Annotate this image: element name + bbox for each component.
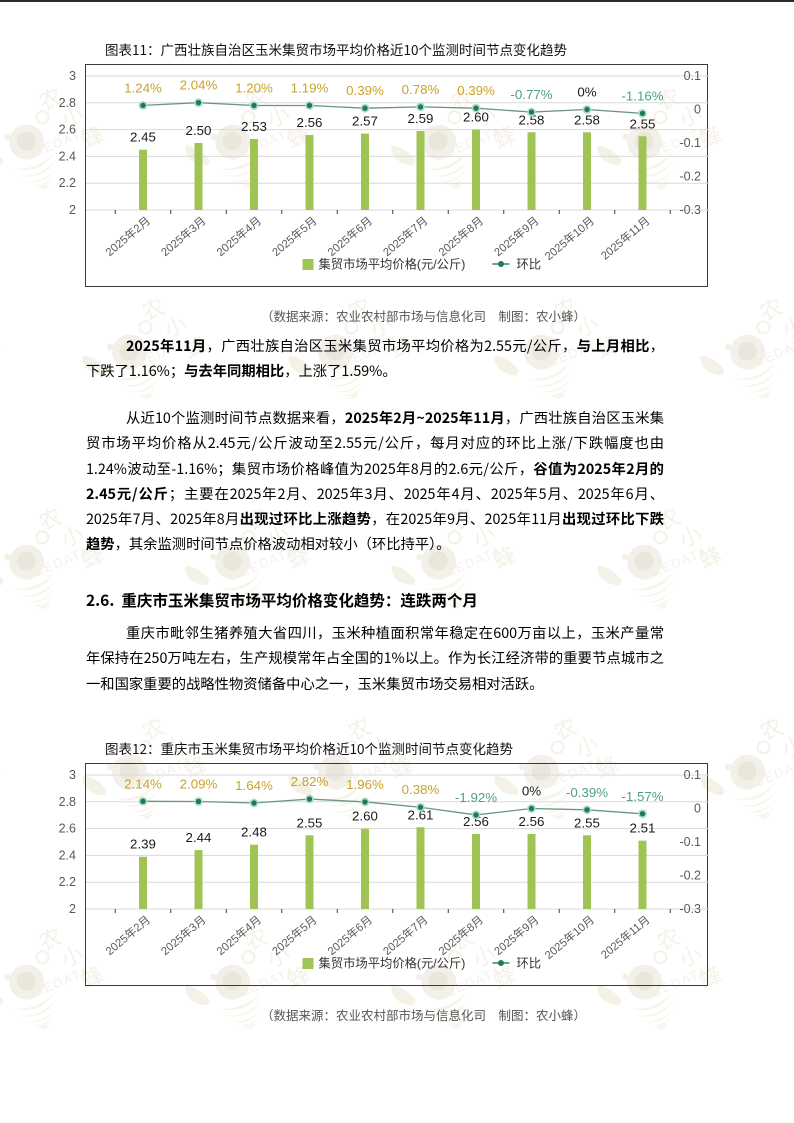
svg-text:2025年5月: 2025年5月: [269, 913, 319, 958]
svg-text:2025年3月: 2025年3月: [158, 214, 208, 259]
svg-text:-1.16%: -1.16%: [621, 88, 663, 103]
svg-text:2025年9月: 2025年9月: [491, 913, 541, 958]
svg-text:-0.3: -0.3: [679, 902, 701, 916]
svg-text:0%: 0%: [522, 784, 541, 799]
svg-text:1.19%: 1.19%: [291, 81, 329, 96]
svg-text:2.4: 2.4: [59, 848, 76, 862]
svg-text:2025年6月: 2025年6月: [325, 214, 375, 259]
svg-text:2.56: 2.56: [297, 115, 323, 130]
svg-text:2025年9月: 2025年9月: [491, 214, 541, 259]
svg-text:0%: 0%: [577, 85, 596, 100]
svg-text:-0.1: -0.1: [679, 136, 701, 150]
svg-text:2.09%: 2.09%: [180, 777, 218, 792]
svg-text:2.53: 2.53: [241, 119, 267, 134]
svg-text:2.39: 2.39: [130, 837, 156, 852]
svg-text:1.24%: 1.24%: [124, 80, 162, 95]
svg-text:0: 0: [694, 103, 701, 117]
svg-text:环比: 环比: [517, 957, 542, 971]
svg-text:2.55: 2.55: [574, 815, 600, 830]
svg-text:2.2: 2.2: [59, 176, 76, 190]
svg-text:2025年7月: 2025年7月: [380, 913, 430, 958]
svg-text:2025年2月: 2025年2月: [103, 913, 153, 958]
svg-text:-0.2: -0.2: [679, 170, 701, 184]
svg-text:0.1: 0.1: [684, 69, 701, 83]
svg-text:2.44: 2.44: [186, 830, 212, 845]
svg-text:0.78%: 0.78%: [402, 82, 440, 97]
svg-text:1.20%: 1.20%: [235, 80, 273, 95]
svg-text:2: 2: [69, 203, 76, 217]
svg-text:2.50: 2.50: [186, 123, 212, 138]
svg-text:集贸市场平均价格(元/公斤): 集贸市场平均价格(元/公斤): [319, 257, 466, 272]
svg-text:2.57: 2.57: [352, 114, 378, 129]
svg-text:2025年2月: 2025年2月: [103, 214, 153, 259]
svg-text:-0.2: -0.2: [679, 869, 701, 883]
svg-text:环比: 环比: [517, 258, 542, 272]
svg-text:2.04%: 2.04%: [180, 78, 218, 93]
svg-text:2.2: 2.2: [59, 875, 76, 889]
svg-text:2.58: 2.58: [574, 112, 600, 127]
svg-text:0.38%: 0.38%: [402, 782, 440, 797]
svg-text:2.4: 2.4: [59, 149, 76, 163]
svg-text:2.60: 2.60: [352, 809, 378, 824]
svg-text:2: 2: [69, 902, 76, 916]
svg-text:2025年4月: 2025年4月: [214, 913, 264, 958]
svg-text:2.45: 2.45: [130, 130, 156, 145]
svg-text:2025年10月: 2025年10月: [542, 214, 597, 263]
svg-text:-0.3: -0.3: [679, 203, 701, 217]
svg-text:2.59: 2.59: [408, 111, 434, 126]
svg-text:2.14%: 2.14%: [124, 776, 162, 791]
svg-text:2.48: 2.48: [241, 825, 267, 840]
svg-text:2025年6月: 2025年6月: [325, 913, 375, 958]
svg-text:1.96%: 1.96%: [346, 777, 384, 792]
svg-text:2.55: 2.55: [630, 116, 656, 131]
svg-text:2025年11月: 2025年11月: [598, 214, 653, 263]
svg-text:2.6: 2.6: [59, 123, 76, 137]
svg-text:2.82%: 2.82%: [291, 774, 329, 789]
svg-text:2.6: 2.6: [59, 822, 76, 836]
svg-text:0.1: 0.1: [684, 768, 701, 782]
svg-text:-0.1: -0.1: [679, 835, 701, 849]
svg-text:2025年7月: 2025年7月: [380, 214, 430, 259]
svg-text:2025年10月: 2025年10月: [542, 913, 597, 962]
svg-text:集贸市场平均价格(元/公斤): 集贸市场平均价格(元/公斤): [319, 956, 466, 971]
svg-text:2025年3月: 2025年3月: [158, 913, 208, 958]
svg-text:1.64%: 1.64%: [235, 778, 273, 793]
svg-text:2025年8月: 2025年8月: [436, 913, 486, 958]
svg-text:0: 0: [694, 802, 701, 816]
svg-text:2.8: 2.8: [59, 795, 76, 809]
svg-text:2025年11月: 2025年11月: [598, 913, 653, 962]
svg-text:2.8: 2.8: [59, 96, 76, 110]
svg-text:2.51: 2.51: [630, 821, 656, 836]
svg-text:0.39%: 0.39%: [346, 83, 384, 98]
svg-text:-0.39%: -0.39%: [566, 785, 608, 800]
svg-text:-1.57%: -1.57%: [621, 789, 663, 804]
svg-text:-1.92%: -1.92%: [455, 790, 497, 805]
svg-text:2.56: 2.56: [519, 814, 545, 829]
svg-text:2025年5月: 2025年5月: [269, 214, 319, 259]
svg-text:0.39%: 0.39%: [457, 83, 495, 98]
svg-text:2.55: 2.55: [297, 815, 323, 830]
svg-text:2025年8月: 2025年8月: [436, 214, 486, 259]
svg-text:3: 3: [69, 768, 76, 782]
svg-text:2025年4月: 2025年4月: [214, 214, 264, 259]
svg-text:-0.77%: -0.77%: [510, 87, 552, 102]
svg-text:3: 3: [69, 69, 76, 83]
